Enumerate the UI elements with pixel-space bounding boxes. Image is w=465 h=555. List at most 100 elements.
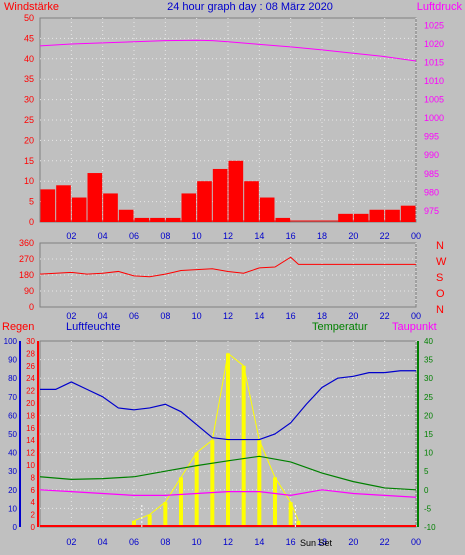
x-tick-label: 16 (286, 231, 296, 241)
wind-tick-label: 50 (24, 13, 34, 23)
temperature-tick-label: 25 (424, 393, 433, 402)
wind-tick-label: 5 (29, 197, 34, 207)
temperature-tick-label: 15 (424, 430, 433, 439)
temperature-line (39, 455, 417, 491)
wind-bar (338, 213, 353, 222)
direction-tick-label: 90 (24, 286, 34, 296)
solar-bar (132, 520, 136, 527)
axes: 02 04 06 08 10 12 14 16 18 20 22 000510152025303540… (4, 13, 447, 547)
wind-bar (400, 205, 416, 222)
humidity-label: Luftfeuchte (66, 321, 120, 333)
temperature-tick-label: -10 (424, 523, 436, 532)
wind-bar (212, 168, 228, 222)
solar-line (133, 352, 299, 522)
wind-tick-label: 20 (24, 135, 34, 145)
x-tick-label: 14 (254, 537, 264, 547)
rain-tick-label: 16 (26, 424, 35, 433)
wind-bar (87, 173, 103, 222)
wind-bar (259, 197, 275, 222)
x-tick-label: 14 (254, 311, 264, 321)
x-tick-label: 04 (98, 231, 108, 241)
wind-bar (165, 217, 181, 222)
rain-tick-label: 30 (26, 337, 35, 346)
humidity-line (40, 370, 416, 441)
solar-bar (257, 440, 262, 527)
humidity-tick-label: 50 (8, 430, 17, 439)
x-tick-label: 10 (192, 311, 202, 321)
x-tick-label: 02 (66, 537, 76, 547)
temperature-tick-label: 30 (424, 374, 433, 383)
rain-tick-label: 18 (26, 411, 35, 420)
humidity-tick-label: 60 (8, 411, 17, 420)
x-tick-label: 18 (317, 537, 327, 547)
series (39, 39, 417, 527)
wind-tick-label: 25 (24, 115, 34, 125)
x-tick-label: 20 (348, 311, 358, 321)
direction-compass-label: S (436, 272, 443, 284)
temperature-label: Temperatur (312, 321, 368, 333)
wind-tick-label: 45 (24, 33, 34, 43)
wind-tick-label: 30 (24, 95, 34, 105)
rain-tick-label: 22 (26, 387, 35, 396)
x-tick-label: 22 (380, 537, 390, 547)
wind-bar (275, 217, 291, 222)
humidity-tick-label: 40 (8, 449, 17, 458)
humidity-tick-label: 70 (8, 393, 17, 402)
direction-compass-label: W (436, 256, 447, 268)
direction-tick-label: 360 (19, 238, 34, 248)
x-tick-label: 06 (129, 311, 139, 321)
humidity-tick-label: 20 (8, 486, 17, 495)
x-tick-label: 18 (317, 231, 327, 241)
wind-tick-label: 0 (29, 217, 34, 227)
wind-bar (244, 181, 259, 222)
pressure-tick-label: 975 (424, 206, 439, 216)
rain-tick-label: 2 (31, 511, 36, 520)
humidity-tick-label: 90 (8, 356, 17, 365)
x-tick-label: 22 (380, 231, 390, 241)
x-tick-label: 10 (192, 537, 202, 547)
temperature-tick-label: 20 (424, 411, 433, 420)
wind-bar (134, 217, 150, 222)
x-tick-label: 08 (160, 311, 170, 321)
wind-bar (71, 197, 87, 222)
rain-tick-label: 28 (26, 349, 35, 358)
humidity-tick-label: 10 (8, 504, 17, 513)
pressure-tick-label: 1010 (424, 76, 444, 86)
temperature-tick-label: 35 (424, 356, 433, 365)
humidity-tick-label: 0 (13, 523, 18, 532)
direction-compass-label: N (436, 304, 444, 316)
pressure-tick-label: 1000 (424, 113, 444, 123)
solar-bar (241, 365, 246, 527)
solar-bar (273, 477, 277, 527)
pressure-tick-label: 1015 (424, 58, 444, 68)
wind-bar (197, 181, 212, 222)
rain-tick-label: 14 (26, 436, 35, 445)
x-tick-label: 12 (223, 537, 233, 547)
x-tick-label: 02 (66, 231, 76, 241)
direction-tick-label: 0 (29, 302, 34, 312)
x-tick-label: 08 (160, 537, 170, 547)
direction-tick-label: 180 (19, 270, 34, 280)
x-tick-label: 20 (348, 231, 358, 241)
humidity-tick-label: 80 (8, 374, 17, 383)
rain-tick-label: 20 (26, 399, 35, 408)
wind-tick-label: 10 (24, 176, 34, 186)
wind-bar (353, 213, 369, 222)
temperature-tick-label: 40 (424, 337, 433, 346)
pressure-tick-label: 1020 (424, 39, 444, 49)
pressure-tick-label: 980 (424, 187, 439, 197)
x-tick-label: 02 (66, 311, 76, 321)
rain-tick-label: 6 (31, 486, 36, 495)
pressure-tick-label: 995 (424, 132, 439, 142)
x-tick-label: 00 (411, 231, 421, 241)
x-tick-label: 10 (192, 231, 202, 241)
wind-bar (369, 209, 385, 222)
rain-tick-label: 10 (26, 461, 35, 470)
wind-bar (40, 189, 56, 222)
pressure-tick-label: 1025 (424, 20, 444, 30)
pressure-tick-label: 985 (424, 169, 439, 179)
temperature-tick-label: -5 (424, 504, 432, 513)
direction-tick-label: 270 (19, 254, 34, 264)
pressure-label: Luftdruck (417, 1, 463, 13)
